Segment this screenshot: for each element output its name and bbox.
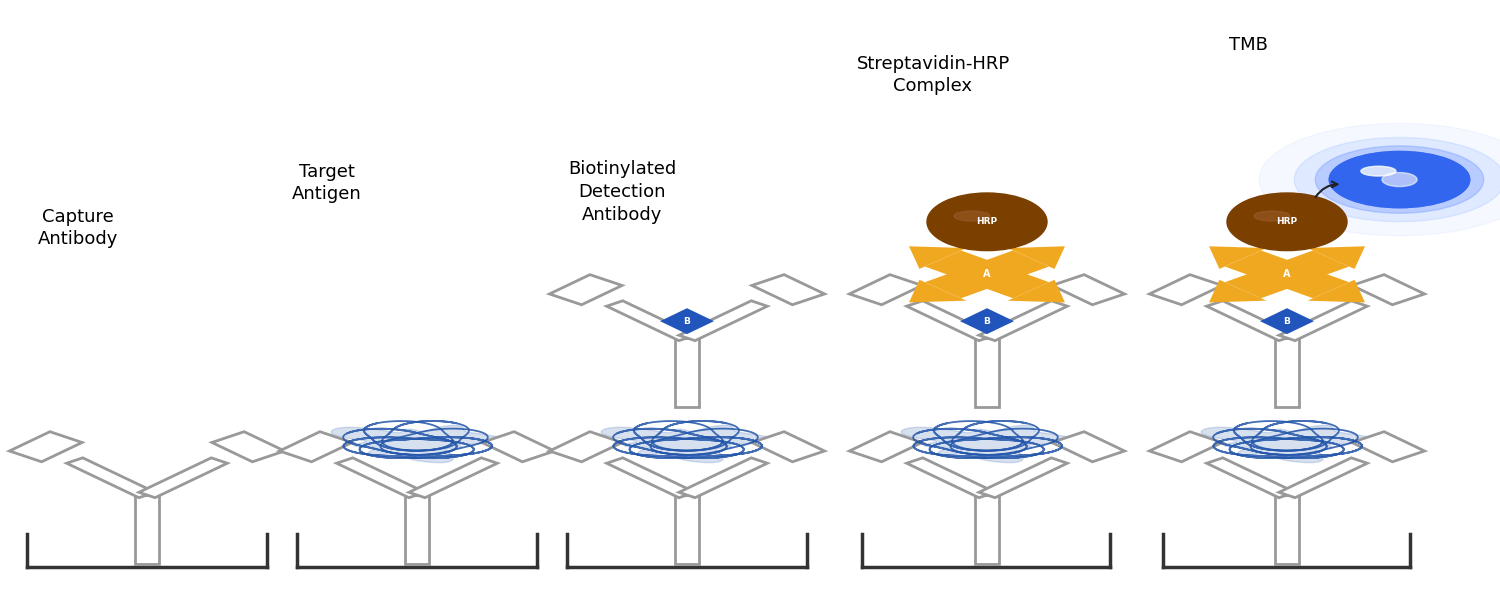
Polygon shape <box>1226 250 1305 283</box>
Polygon shape <box>1308 280 1365 302</box>
Polygon shape <box>902 425 1078 463</box>
Polygon shape <box>660 308 714 334</box>
Polygon shape <box>1260 308 1314 334</box>
Circle shape <box>1329 151 1470 208</box>
Polygon shape <box>960 308 1014 334</box>
Text: Target
Antigen: Target Antigen <box>292 163 362 203</box>
Text: Capture
Antibody: Capture Antibody <box>38 208 118 248</box>
Text: TMB: TMB <box>1228 36 1268 54</box>
Polygon shape <box>980 301 1068 341</box>
Ellipse shape <box>1254 211 1290 221</box>
Polygon shape <box>332 425 508 463</box>
Polygon shape <box>135 495 159 564</box>
Polygon shape <box>1352 275 1425 305</box>
Polygon shape <box>1209 246 1266 269</box>
Polygon shape <box>675 338 699 407</box>
Polygon shape <box>969 250 1048 283</box>
Polygon shape <box>606 301 694 341</box>
Polygon shape <box>1280 458 1368 497</box>
Polygon shape <box>482 431 555 462</box>
Polygon shape <box>909 246 966 269</box>
Polygon shape <box>549 431 622 462</box>
Ellipse shape <box>927 193 1047 251</box>
Polygon shape <box>549 275 622 305</box>
Polygon shape <box>405 495 429 564</box>
Circle shape <box>1382 173 1417 187</box>
Ellipse shape <box>1227 193 1347 251</box>
Polygon shape <box>680 458 768 497</box>
Circle shape <box>1316 146 1484 213</box>
Polygon shape <box>680 301 768 341</box>
Polygon shape <box>1275 338 1299 407</box>
Polygon shape <box>1206 458 1294 497</box>
Polygon shape <box>909 280 966 302</box>
Polygon shape <box>336 458 424 497</box>
Polygon shape <box>140 458 228 497</box>
Polygon shape <box>975 495 999 564</box>
Polygon shape <box>675 495 699 564</box>
Polygon shape <box>1206 301 1294 341</box>
Polygon shape <box>1202 425 1378 463</box>
Polygon shape <box>606 458 694 497</box>
Circle shape <box>1329 151 1470 208</box>
Polygon shape <box>849 431 922 462</box>
Text: HRP: HRP <box>976 217 998 226</box>
Polygon shape <box>1209 280 1266 302</box>
Ellipse shape <box>954 211 990 221</box>
Text: Biotinylated
Detection
Antibody: Biotinylated Detection Antibody <box>568 160 676 224</box>
Text: B: B <box>984 317 990 326</box>
Polygon shape <box>752 431 825 462</box>
Polygon shape <box>980 458 1068 497</box>
Polygon shape <box>279 431 352 462</box>
Polygon shape <box>1269 266 1348 298</box>
Polygon shape <box>969 266 1048 298</box>
Polygon shape <box>1352 431 1425 462</box>
Polygon shape <box>1008 280 1065 302</box>
Polygon shape <box>602 425 778 463</box>
Polygon shape <box>849 275 922 305</box>
Circle shape <box>1258 124 1500 236</box>
Polygon shape <box>975 338 999 407</box>
Polygon shape <box>211 431 285 462</box>
Polygon shape <box>9 431 82 462</box>
Polygon shape <box>1149 431 1222 462</box>
Polygon shape <box>1280 301 1368 341</box>
Text: A: A <box>1282 269 1290 280</box>
Polygon shape <box>1269 250 1348 283</box>
Circle shape <box>1294 137 1500 221</box>
Polygon shape <box>66 458 154 497</box>
Text: Streptavidin-HRP
Complex: Streptavidin-HRP Complex <box>856 55 1010 95</box>
Polygon shape <box>1008 246 1065 269</box>
Polygon shape <box>1149 275 1222 305</box>
Text: HRP: HRP <box>1276 217 1298 226</box>
Polygon shape <box>1275 495 1299 564</box>
Polygon shape <box>926 266 1005 298</box>
Polygon shape <box>926 250 1005 283</box>
Polygon shape <box>1226 266 1305 298</box>
Text: A: A <box>984 269 990 280</box>
Polygon shape <box>906 458 995 497</box>
Polygon shape <box>752 275 825 305</box>
Polygon shape <box>1052 431 1125 462</box>
Polygon shape <box>906 301 995 341</box>
Polygon shape <box>1308 246 1365 269</box>
Text: B: B <box>1284 317 1290 326</box>
Ellipse shape <box>1360 166 1396 176</box>
Polygon shape <box>1052 275 1125 305</box>
Polygon shape <box>410 458 498 497</box>
Text: B: B <box>684 317 690 326</box>
